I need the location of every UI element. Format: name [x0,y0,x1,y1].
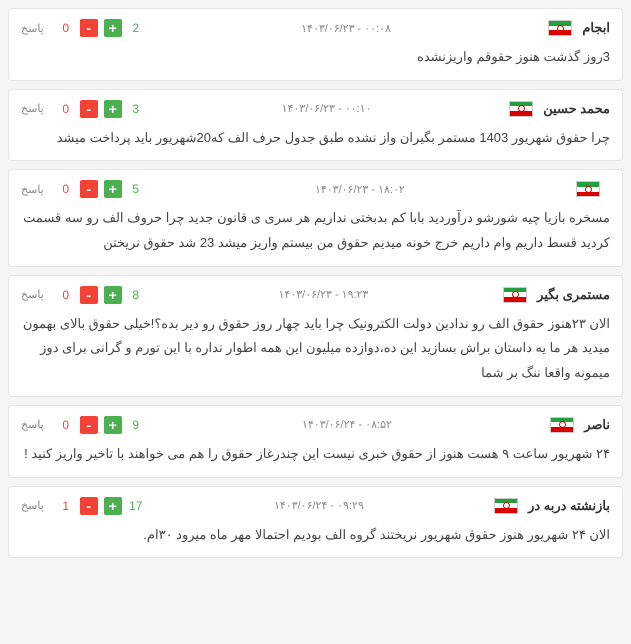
upvote-count: 17 [128,499,144,513]
comment-body: مسخره بازیا چیه شورشو درآوردید بابا کم ب… [21,206,610,255]
upvote-count: 9 [128,418,144,432]
upvote-count: 3 [128,102,144,116]
downvote-button[interactable]: - [80,416,98,434]
upvote-count: 8 [128,288,144,302]
comment-header: ناصر ۱۴۰۳/۰۶/۲۴ - ۰۸:۵۲ 9 + - 0 پاسخ [21,416,610,434]
vote-box: 8 + - 0 [58,286,144,304]
comment-timestamp: ۱۴۰۳/۰۶/۲۳ - ۰۰:۱۰ [282,102,372,115]
country-flag-icon [503,287,527,303]
upvote-button[interactable]: + [104,100,122,118]
downvote-count: 0 [58,182,74,196]
vote-box: 2 + - 0 [58,19,144,37]
reply-link[interactable]: پاسخ [21,499,44,512]
reply-link[interactable]: پاسخ [21,183,44,196]
downvote-count: 0 [58,288,74,302]
comment-item: ابجام ۱۴۰۳/۰۶/۲۳ - ۰۰:۰۸ 2 + - 0 پاسخ 3ر… [8,8,623,81]
upvote-count: 5 [128,182,144,196]
upvote-button[interactable]: + [104,416,122,434]
comment-header: مستمری بگیر ۱۴۰۳/۰۶/۲۳ - ۱۹:۲۳ 8 + - 0 پ… [21,286,610,304]
comment-body: 3روز گذشت هنوز حقوقم واریزنشده [21,45,610,70]
comment-author: بازنشته دربه در [528,498,610,514]
comment-header: ابجام ۱۴۰۳/۰۶/۲۳ - ۰۰:۰۸ 2 + - 0 پاسخ [21,19,610,37]
country-flag-icon [576,181,600,197]
downvote-count: 0 [58,102,74,116]
upvote-button[interactable]: + [104,286,122,304]
comment-item: محمد حسین ۱۴۰۳/۰۶/۲۳ - ۰۰:۱۰ 3 + - 0 پاس… [8,89,623,162]
country-flag-icon [550,417,574,433]
comment-timestamp: ۱۴۰۳/۰۶/۲۳ - ۱۸:۰۲ [315,183,405,196]
comment-item: مستمری بگیر ۱۴۰۳/۰۶/۲۳ - ۱۹:۲۳ 8 + - 0 پ… [8,275,623,397]
downvote-count: 0 [58,21,74,35]
country-flag-icon [548,20,572,36]
vote-box: 3 + - 0 [58,100,144,118]
vote-box: 9 + - 0 [58,416,144,434]
upvote-button[interactable]: + [104,19,122,37]
upvote-button[interactable]: + [104,180,122,198]
comment-body: الان ۲۳هنوز حقوق الف رو ندادین دولت الکت… [21,312,610,386]
downvote-button[interactable]: - [80,100,98,118]
downvote-count: 0 [58,418,74,432]
reply-link[interactable]: پاسخ [21,102,44,115]
comment-body: چرا حقوق شهریور 1403 مستمر بگیران واز نش… [21,126,610,151]
comment-header: بازنشته دربه در ۱۴۰۳/۰۶/۲۴ - ۰۹:۲۹ 17 + … [21,497,610,515]
downvote-button[interactable]: - [80,286,98,304]
comment-body: ۲۴ شهریور ساعت ۹ هست هنوز از حقوق خبری ن… [21,442,610,467]
comment-author: ناصر [584,417,610,433]
upvote-button[interactable]: + [104,497,122,515]
reply-link[interactable]: پاسخ [21,22,44,35]
comment-timestamp: ۱۴۰۳/۰۶/۲۴ - ۰۹:۲۹ [274,499,364,512]
vote-box: 17 + - 1 [58,497,144,515]
comment-header: محمد حسین ۱۴۰۳/۰۶/۲۳ - ۰۰:۱۰ 3 + - 0 پاس… [21,100,610,118]
comment-item: ناصر ۱۴۰۳/۰۶/۲۴ - ۰۸:۵۲ 9 + - 0 پاسخ ۲۴ … [8,405,623,478]
downvote-button[interactable]: - [80,180,98,198]
comment-item: ۱۴۰۳/۰۶/۲۳ - ۱۸:۰۲ 5 + - 0 پاسخ مسخره با… [8,169,623,266]
country-flag-icon [509,101,533,117]
comment-timestamp: ۱۴۰۳/۰۶/۲۴ - ۰۸:۵۲ [302,418,392,431]
comment-timestamp: ۱۴۰۳/۰۶/۲۳ - ۱۹:۲۳ [279,288,369,301]
upvote-count: 2 [128,21,144,35]
comment-item: بازنشته دربه در ۱۴۰۳/۰۶/۲۴ - ۰۹:۲۹ 17 + … [8,486,623,559]
country-flag-icon [494,498,518,514]
comment-author: ابجام [582,20,610,36]
downvote-count: 1 [58,499,74,513]
comment-header: ۱۴۰۳/۰۶/۲۳ - ۱۸:۰۲ 5 + - 0 پاسخ [21,180,610,198]
comment-timestamp: ۱۴۰۳/۰۶/۲۳ - ۰۰:۰۸ [301,22,391,35]
downvote-button[interactable]: - [80,497,98,515]
reply-link[interactable]: پاسخ [21,288,44,301]
comment-body: الان ۲۴ شهریور هنوز حقوق شهریور نریختند … [21,523,610,548]
comment-author: محمد حسین [543,101,610,117]
reply-link[interactable]: پاسخ [21,418,44,431]
vote-box: 5 + - 0 [58,180,144,198]
downvote-button[interactable]: - [80,19,98,37]
comment-author: مستمری بگیر [537,287,610,303]
